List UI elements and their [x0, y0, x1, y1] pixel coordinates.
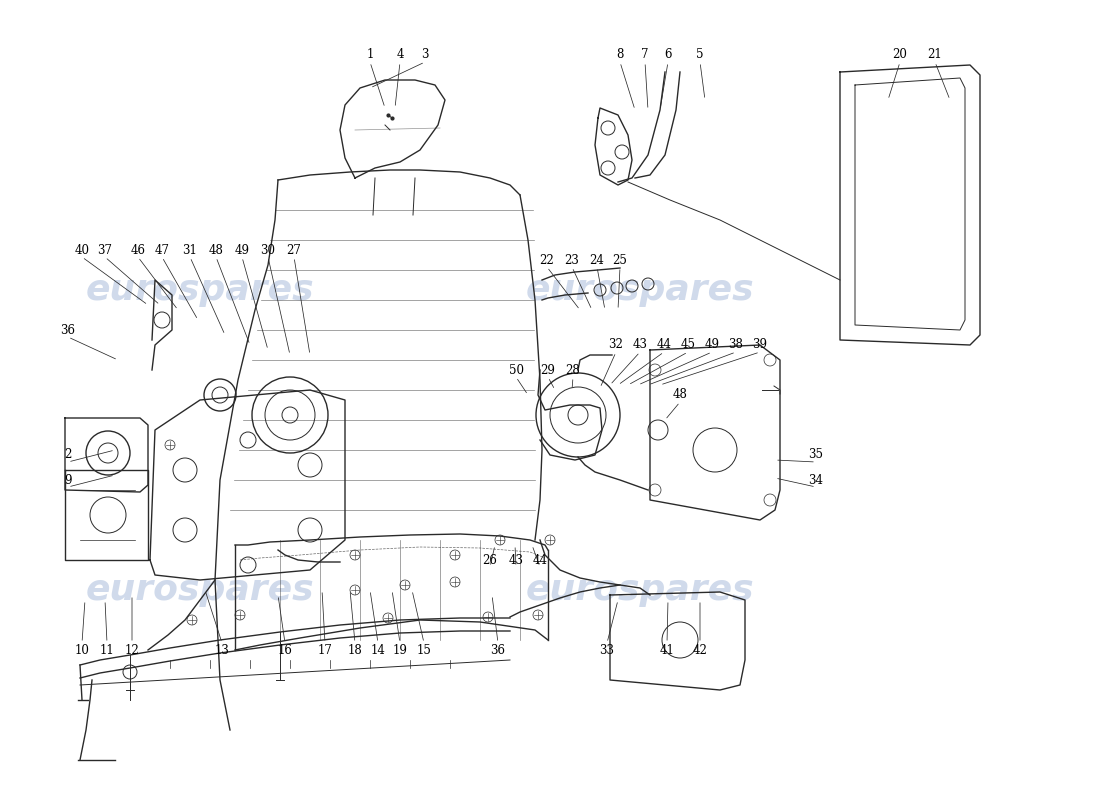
Text: 43: 43 — [632, 338, 648, 351]
Text: 48: 48 — [672, 389, 688, 402]
Text: 3: 3 — [421, 49, 429, 62]
Text: 44: 44 — [657, 338, 671, 351]
Text: 18: 18 — [348, 643, 362, 657]
Text: 4: 4 — [396, 49, 404, 62]
Text: 46: 46 — [131, 243, 145, 257]
Text: 11: 11 — [100, 643, 114, 657]
Text: 33: 33 — [600, 643, 615, 657]
Text: eurospares: eurospares — [526, 273, 755, 307]
Text: 50: 50 — [508, 363, 524, 377]
Text: 34: 34 — [808, 474, 824, 486]
Text: 25: 25 — [613, 254, 627, 266]
Text: eurospares: eurospares — [86, 573, 315, 607]
Text: 40: 40 — [75, 243, 89, 257]
Text: 32: 32 — [608, 338, 624, 351]
Text: 22: 22 — [540, 254, 554, 266]
Text: 16: 16 — [277, 643, 293, 657]
Text: eurospares: eurospares — [86, 273, 315, 307]
Text: 49: 49 — [234, 243, 250, 257]
Text: 10: 10 — [75, 643, 89, 657]
Text: 24: 24 — [590, 254, 604, 266]
Text: 45: 45 — [681, 338, 695, 351]
Text: 41: 41 — [660, 643, 674, 657]
Text: 8: 8 — [616, 49, 624, 62]
Text: 42: 42 — [693, 643, 707, 657]
Text: 19: 19 — [393, 643, 407, 657]
Text: 14: 14 — [371, 643, 385, 657]
Text: 1: 1 — [366, 49, 374, 62]
Text: 39: 39 — [752, 338, 768, 351]
Text: 30: 30 — [261, 243, 275, 257]
Text: 6: 6 — [664, 49, 672, 62]
Text: 21: 21 — [927, 49, 943, 62]
Text: 49: 49 — [704, 338, 719, 351]
Text: eurospares: eurospares — [526, 573, 755, 607]
Text: 47: 47 — [154, 243, 169, 257]
Text: 28: 28 — [565, 363, 581, 377]
Text: 20: 20 — [892, 49, 907, 62]
Text: 31: 31 — [183, 243, 197, 257]
Text: 27: 27 — [287, 243, 301, 257]
Text: 36: 36 — [491, 643, 506, 657]
Text: 29: 29 — [540, 363, 556, 377]
Text: 48: 48 — [209, 243, 223, 257]
Text: 37: 37 — [98, 243, 112, 257]
Text: 13: 13 — [214, 643, 230, 657]
Text: 26: 26 — [483, 554, 497, 566]
Text: 36: 36 — [60, 323, 76, 337]
Text: 9: 9 — [64, 474, 72, 486]
Text: 35: 35 — [808, 449, 824, 462]
Text: 15: 15 — [417, 643, 431, 657]
Text: 5: 5 — [696, 49, 704, 62]
Text: 2: 2 — [64, 449, 72, 462]
Text: 44: 44 — [532, 554, 548, 566]
Text: 23: 23 — [564, 254, 580, 266]
Text: 43: 43 — [508, 554, 524, 566]
Text: 38: 38 — [728, 338, 744, 351]
Text: 17: 17 — [318, 643, 332, 657]
Text: 7: 7 — [641, 49, 649, 62]
Text: 12: 12 — [124, 643, 140, 657]
